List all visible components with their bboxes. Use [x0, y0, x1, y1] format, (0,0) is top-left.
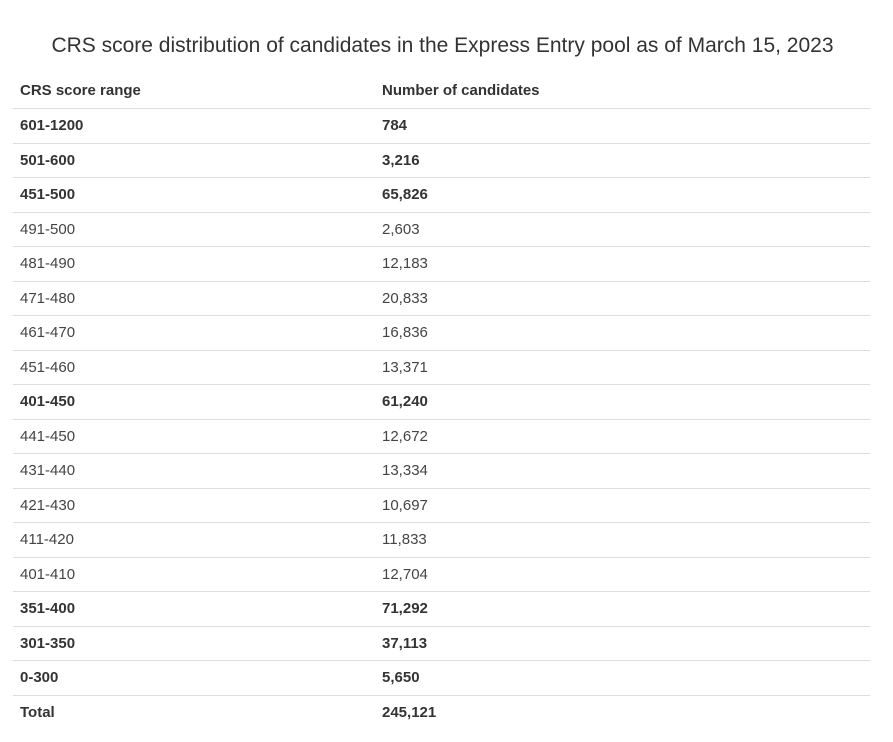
crs-score-range-cell: 401-410 [13, 556, 375, 592]
number-of-candidates-cell: 20,833 [375, 280, 870, 316]
crs-distribution-table: CRS score range Number of candidates 601… [13, 72, 870, 729]
table-row: 441-450 12,672 [13, 418, 870, 454]
number-of-candidates-cell: 12,672 [375, 418, 870, 454]
table-row: 431-440 13,334 [13, 453, 870, 488]
crs-distribution-table-container: CRS score range Number of candidates 601… [13, 72, 870, 729]
number-of-candidates-cell: 10,697 [375, 487, 870, 523]
table-caption: CRS score distribution of candidates in … [51, 34, 834, 57]
crs-score-range-cell: 351-400 [13, 591, 375, 626]
number-of-candidates-cell: 5,650 [375, 660, 870, 695]
number-of-candidates-cell: 13,371 [375, 349, 870, 385]
number-of-candidates-cell: 3,216 [375, 142, 870, 178]
table-header-row: CRS score range Number of candidates [13, 72, 870, 109]
crs-score-range-cell: 411-420 [13, 522, 375, 557]
table-body: 601-1200 784 501-600 3,216 451-500 65,826 491-… [13, 108, 870, 729]
number-of-candidates-cell: 2,603 [375, 211, 870, 247]
table-row: 301-350 37,113 [13, 625, 870, 661]
table-row: 461-470 16,836 [13, 315, 870, 350]
table-row: 471-480 20,833 [13, 280, 870, 316]
number-of-candidates-cell: 37,113 [375, 625, 870, 661]
number-of-candidates-cell: 65,826 [375, 177, 870, 212]
table-row: 501-600 3,216 [13, 142, 870, 178]
crs-score-range-cell: 431-440 [13, 453, 375, 488]
table-row: 601-1200 784 [13, 108, 870, 143]
table-row: 491-500 2,603 [13, 211, 870, 247]
crs-score-range-cell: 301-350 [13, 625, 375, 661]
number-of-candidates-cell: 13,334 [375, 453, 870, 488]
crs-score-range-cell: 421-430 [13, 487, 375, 523]
crs-score-range-cell: 481-490 [13, 246, 375, 281]
crs-score-range-cell: 441-450 [13, 418, 375, 454]
crs-score-range-cell: 0-300 [13, 660, 375, 695]
number-of-candidates-cell: 245,121 [375, 694, 870, 729]
number-of-candidates-cell: 11,833 [375, 522, 870, 557]
table-row: 411-420 11,833 [13, 522, 870, 557]
table-row: 0-300 5,650 [13, 660, 870, 695]
crs-score-range-cell: 451-460 [13, 349, 375, 385]
crs-score-range-cell: 461-470 [13, 315, 375, 350]
number-of-candidates-cell: 61,240 [375, 384, 870, 419]
number-of-candidates-cell: 12,183 [375, 246, 870, 281]
table-row: 481-490 12,183 [13, 246, 870, 281]
crs-score-range-cell: 491-500 [13, 211, 375, 247]
crs-score-range-cell: 471-480 [13, 280, 375, 316]
column-header-crs-score-range: CRS score range [13, 72, 375, 109]
table-row: 401-410 12,704 [13, 556, 870, 592]
crs-score-range-cell: 451-500 [13, 177, 375, 212]
crs-score-range-cell: 501-600 [13, 142, 375, 178]
table-row: 451-460 13,371 [13, 349, 870, 385]
table-row: 401-450 61,240 [13, 384, 870, 419]
crs-score-range-cell: 601-1200 [13, 108, 375, 143]
table-row: 451-500 65,826 [13, 177, 870, 212]
number-of-candidates-cell: 16,836 [375, 315, 870, 350]
number-of-candidates-cell: 12,704 [375, 556, 870, 592]
number-of-candidates-cell: 784 [375, 108, 870, 143]
table-total-row: Total 245,121 [13, 694, 870, 729]
number-of-candidates-cell: 71,292 [375, 591, 870, 626]
crs-score-range-cell: 401-450 [13, 384, 375, 419]
crs-score-range-cell: Total [13, 694, 375, 729]
table-row: 351-400 71,292 [13, 591, 870, 626]
column-header-number-of-candidates: Number of candidates [375, 72, 870, 109]
table-row: 421-430 10,697 [13, 487, 870, 523]
